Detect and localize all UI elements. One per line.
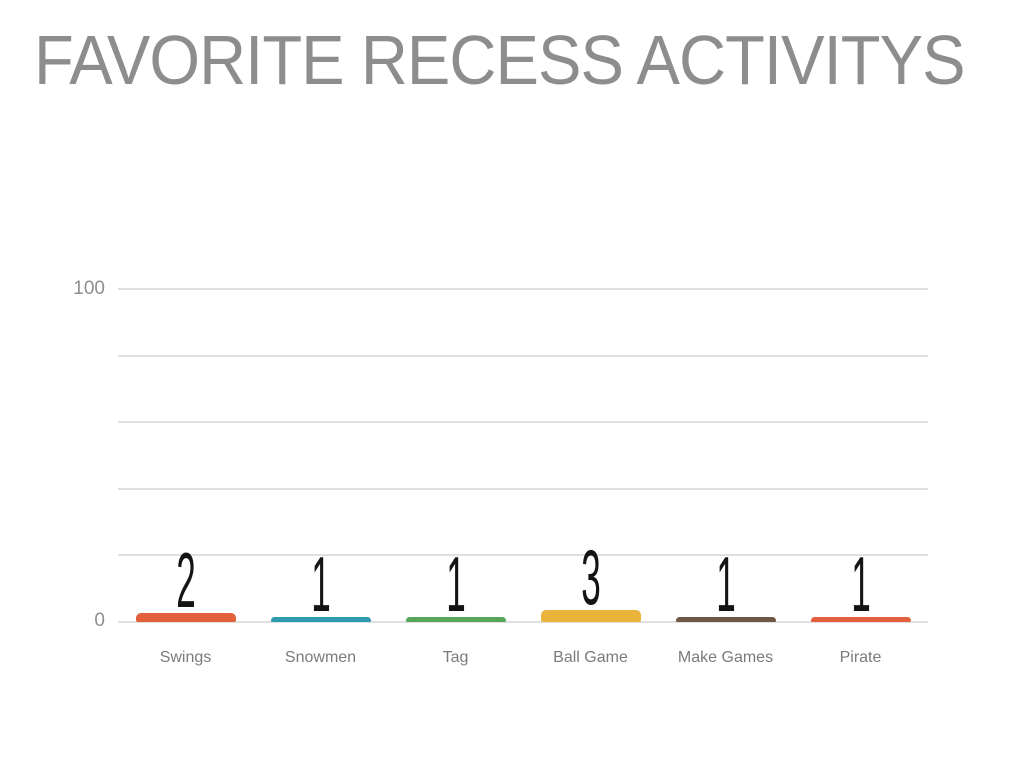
bar-column-ball-game: 3	[523, 289, 658, 622]
gridline-20	[118, 554, 928, 557]
y-tick-label-0: 0	[94, 610, 105, 631]
bar-column-pirate: 1	[793, 289, 928, 628]
bar-swings	[135, 613, 236, 622]
bar-column-swings: 2	[118, 289, 253, 622]
bar-value-label-swings: 2	[175, 536, 196, 625]
x-axis-labels: Swings Snowmen Tag Ball Game Make Games Pirat…	[118, 622, 928, 682]
bar-snowmen	[270, 616, 371, 622]
category-label-pirate: Pirate	[839, 649, 882, 666]
category-label-tag: Tag	[442, 649, 469, 666]
bar-ball-game	[540, 610, 641, 622]
bar-column-snowmen: 1	[253, 289, 388, 628]
chart-title: FAVORITE RECESS ACTIVITYS	[34, 21, 965, 99]
gridline-0	[118, 621, 928, 623]
gridline-100	[118, 288, 928, 290]
bar-value-label-snowmen: 1	[310, 539, 331, 628]
bar-value-label-tag: 1	[445, 539, 466, 628]
bar-value-label-pirate: 1	[850, 539, 871, 628]
bar-column-tag: 1	[388, 289, 523, 628]
category-label-snowmen: Snowmen	[284, 649, 357, 666]
bar-pirate	[810, 616, 911, 622]
gridline-80	[118, 354, 928, 357]
category-label-swings: Swings	[159, 649, 212, 666]
plot-area: 2 1 1 3 1 1	[118, 288, 928, 628]
category-label-make-games: Make Games	[677, 649, 774, 666]
bar-value-label-ball-game: 3	[580, 533, 601, 622]
gridline-40	[118, 487, 928, 490]
bar-make-games	[675, 616, 776, 622]
bar-tag	[405, 616, 506, 622]
bar-value-label-make-games: 1	[715, 539, 736, 628]
y-tick-label-100: 100	[73, 278, 105, 299]
gridline-60	[118, 421, 928, 424]
category-label-ball-game: Ball Game	[553, 649, 628, 666]
bar-column-make-games: 1	[658, 289, 793, 628]
